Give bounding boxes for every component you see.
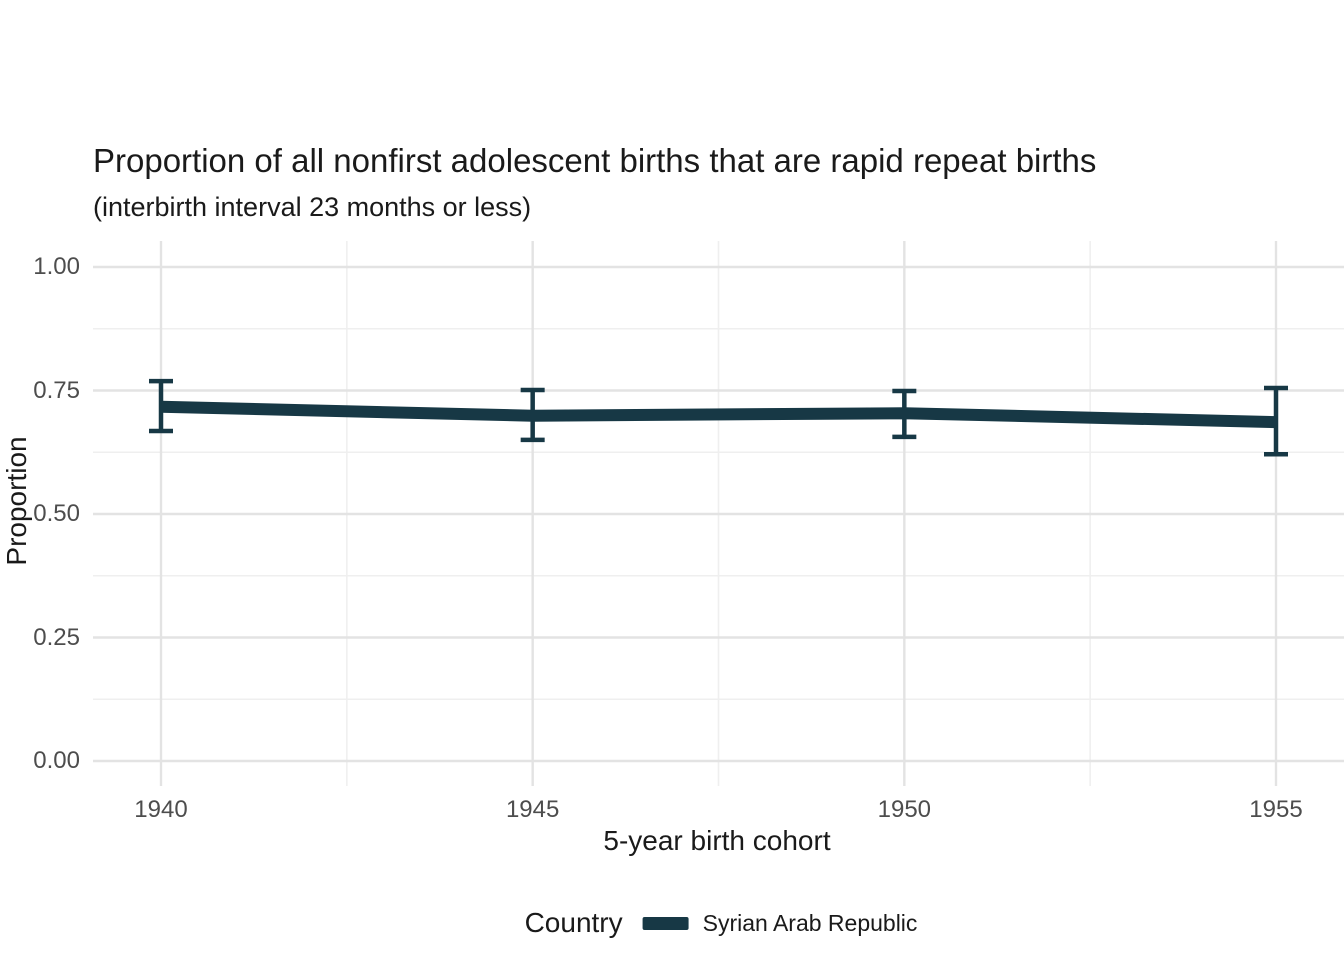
legend-line-swatch	[642, 916, 689, 930]
x-tick-label: 1950	[877, 796, 932, 823]
y-tick-label: 0.75	[33, 376, 80, 404]
y-tick-label: 1.00	[33, 253, 80, 280]
y-tick-label: 0.25	[33, 623, 80, 651]
x-tick-label: 1940	[134, 796, 188, 823]
y-axis-title: Proportion	[1, 436, 32, 566]
legend-item-label: Syrian Arab Republic	[702, 909, 918, 936]
y-tick-label: 0.00	[33, 747, 80, 774]
x-axis-title: 5-year birth cohort	[603, 825, 831, 856]
chart-subtitle: (interbirth interval 23 months or less)	[93, 192, 532, 222]
x-tick-label: 1955	[1249, 796, 1303, 823]
legend-title: Country	[524, 907, 623, 938]
x-tick-label: 1945	[505, 796, 560, 823]
y-tick-label: 0.50	[33, 500, 80, 527]
chart-title: Proportion of all nonfirst adolescent bi…	[93, 142, 1097, 179]
data-line	[160, 400, 1277, 429]
legend: Country Syrian Arab Republic	[525, 909, 918, 937]
